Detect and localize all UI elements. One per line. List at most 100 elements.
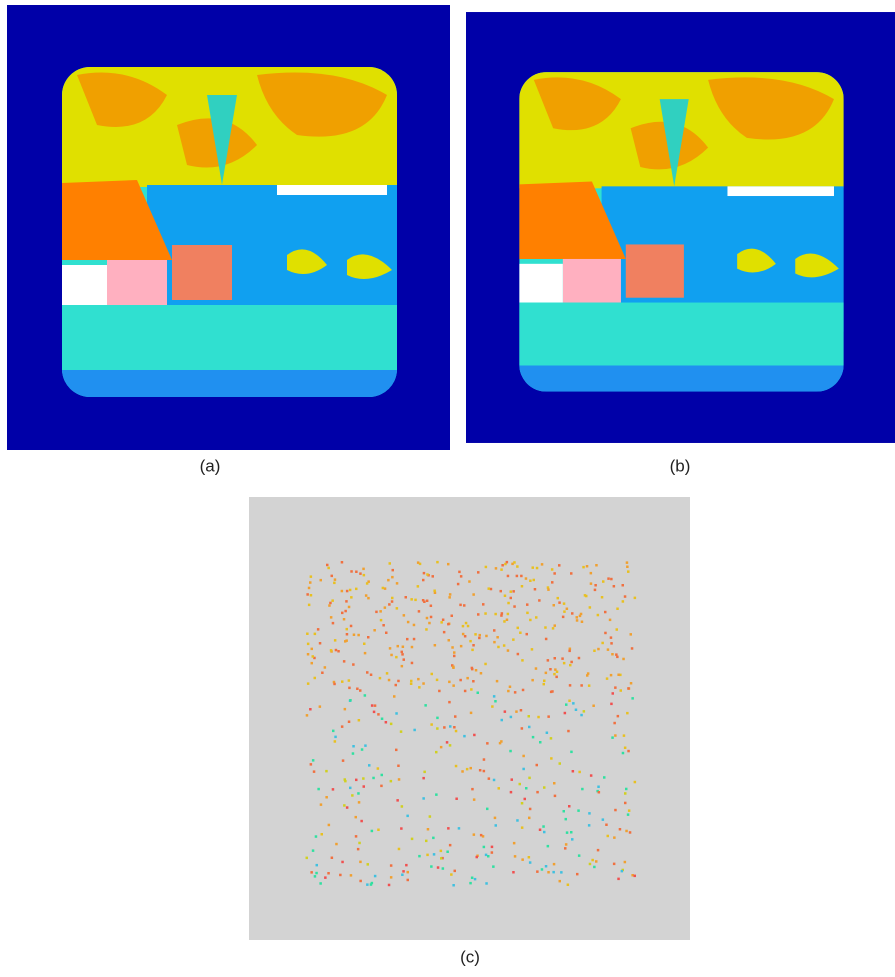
difference-point [507,602,510,605]
difference-point [328,604,331,607]
difference-point [400,827,403,830]
difference-point [609,619,612,622]
difference-point [569,664,572,667]
difference-point [324,666,327,669]
difference-point [306,857,309,860]
difference-point [614,734,617,737]
difference-point [314,677,317,680]
difference-point [367,597,370,600]
difference-point [440,746,443,749]
difference-point [501,564,504,567]
difference-point [355,816,358,819]
difference-point [470,688,473,691]
difference-point [524,798,527,801]
difference-point [317,628,320,631]
difference-point [387,579,390,582]
difference-point [391,576,394,579]
difference-point [396,582,399,585]
difference-point [634,875,637,878]
difference-point [634,781,637,784]
difference-point [448,681,451,684]
difference-point [521,858,524,861]
difference-point [558,564,561,567]
difference-point [621,870,624,873]
difference-point [485,566,488,569]
difference-point [570,831,573,834]
difference-point [328,824,331,827]
difference-point [526,633,529,636]
figure: (a) (b) (c) [0,0,895,972]
difference-point [533,579,536,582]
difference-point [474,633,477,636]
difference-point [436,717,439,720]
difference-point [491,851,494,854]
difference-point [321,833,324,836]
difference-point [333,683,336,686]
difference-point [519,632,522,635]
difference-point [324,876,327,879]
difference-point [545,638,548,641]
difference-point [466,677,469,680]
difference-point [571,838,574,841]
difference-point [455,730,458,733]
difference-point [595,564,598,567]
difference-point [576,873,579,876]
difference-point [528,715,531,718]
difference-point [341,680,344,683]
difference-point [395,749,398,752]
difference-point [495,567,498,570]
difference-point [466,768,469,771]
difference-point [325,796,328,799]
difference-point [472,644,475,647]
difference-point [418,610,421,613]
difference-point [504,595,507,598]
difference-point [312,759,315,762]
difference-point [581,621,584,624]
difference-point [344,778,347,781]
difference-point [377,767,380,770]
difference-point [430,865,433,868]
difference-point [525,787,528,790]
difference-point [437,866,440,869]
difference-point [601,596,604,599]
difference-point [536,567,539,570]
difference-point [418,686,421,689]
difference-point [310,575,313,578]
difference-point [358,842,361,845]
difference-point [453,726,456,729]
difference-point [359,861,362,864]
difference-point [332,788,335,791]
difference-point [407,621,410,624]
difference-point [442,867,445,870]
difference-point [521,659,524,662]
difference-point [449,725,452,728]
difference-point [487,855,490,858]
difference-point [460,645,463,648]
difference-point [572,702,575,705]
difference-point [559,762,562,765]
difference-point [458,571,461,574]
difference-point [452,884,455,887]
difference-point [350,596,353,599]
difference-point [570,661,573,664]
difference-point [553,673,556,676]
difference-point [610,636,613,639]
difference-point [358,801,361,804]
difference-point [485,882,488,885]
difference-point [495,824,498,827]
difference-point [526,612,529,615]
difference-point [327,872,330,875]
difference-point [402,870,405,873]
difference-point [512,590,515,593]
difference-point [350,625,353,628]
difference-point [554,624,557,627]
difference-point [616,608,619,611]
difference-point [341,861,344,864]
difference-point [494,613,497,616]
difference-point [606,677,609,680]
difference-point [512,638,515,641]
difference-point [384,587,387,590]
difference-point [397,645,400,648]
difference-point [326,564,329,567]
difference-point [455,798,458,801]
